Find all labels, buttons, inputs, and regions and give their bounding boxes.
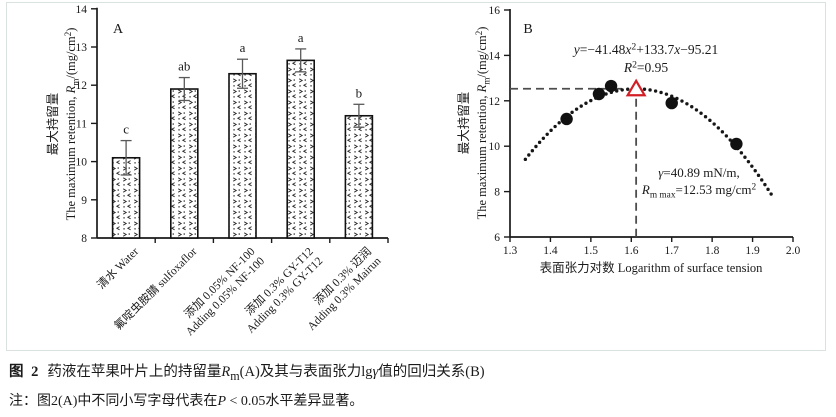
a-y-tick-label: 14: [76, 4, 88, 16]
significance-letter: a: [240, 40, 246, 55]
a-y-tick-label: 13: [76, 42, 88, 54]
figure-caption: 图 2 药液在苹果叶片上的持留量Rm(A)及其与表面张力lgγ值的回归关系(B): [9, 363, 485, 384]
a-y-tick-label: 12: [76, 80, 88, 92]
bar-3: [286, 59, 316, 239]
b-y-label-cn: 最大持留量: [456, 92, 471, 155]
b-y-label-en: The maximum retention, Rm/(mg/cm2): [474, 27, 491, 220]
annotation-gamma: γ=40.89 mN/m,: [658, 165, 739, 180]
caption-text: 药液在苹果叶片上的持留量Rm(A)及其与表面张力lgγ值的回归关系(B): [47, 364, 485, 383]
b-x-tick-label: 1.6: [624, 245, 639, 257]
panel-label-b: B: [523, 22, 532, 37]
data-point: [592, 87, 606, 101]
b-x-tick-label: 1.3: [503, 245, 518, 257]
peak-marker-triangle: [625, 78, 647, 97]
data-point: [560, 112, 573, 126]
data-point: [604, 79, 618, 93]
significance-letter: b: [356, 85, 363, 100]
data-point: [665, 96, 678, 110]
b-y-tick-label: 12: [489, 96, 501, 108]
b-y-tick-label: 14: [489, 50, 501, 62]
a-y-tick-label: 11: [76, 118, 87, 130]
a-y-label-en: The maximum retention, Rm/(mg/cm2): [63, 28, 80, 221]
a-y-tick-label: 10: [76, 157, 88, 169]
a-y-label-cn: 最大持留量: [45, 93, 60, 156]
bar-4: [344, 114, 374, 239]
significance-letter: c: [123, 122, 129, 137]
b-x-tick-label: 1.4: [543, 245, 558, 257]
panel-label-a: A: [113, 22, 124, 37]
b-y-tick-label: 8: [494, 187, 500, 199]
figure-note: 注：图2(A)中不同小写字母代表在P < 0.05水平差异显著。: [9, 394, 364, 409]
significance-letter: a: [298, 30, 304, 45]
b-x-tick-label: 2.0: [786, 245, 801, 257]
b-y-tick-label: 6: [494, 232, 500, 244]
a-y-tick-label: 9: [81, 195, 87, 207]
b-x-tick-label: 1.8: [705, 245, 720, 257]
a-y-tick-label: 8: [81, 233, 87, 245]
b-y-tick-label: 16: [489, 5, 501, 17]
b-x-tick-label: 1.7: [665, 245, 680, 257]
annotation-rmax: Rm max=12.53 mg/cm2: [641, 182, 757, 200]
figure-number: 图 2: [9, 364, 41, 380]
b-x-label: 表面张力对数 Logarithm of surface tension: [540, 260, 764, 275]
b-x-tick-label: 1.9: [745, 245, 760, 257]
significance-letter: ab: [178, 59, 190, 74]
data-point: [730, 137, 743, 151]
b-y-tick-label: 10: [489, 141, 501, 153]
regression-equation: y=−41.48x2+133.7x−95.21: [572, 42, 718, 57]
scatter-chart-panel-b: 1.3 1.4 1.5 1.6 1.7 1.8 1.9 2.0 6 8 10 12 14 16 y=−41.…: [456, 5, 801, 275]
bar-2: [228, 72, 257, 239]
figure-panel: [6, 2, 826, 351]
r-squared: R2=0.95: [623, 60, 669, 75]
b-x-tick-label: 1.5: [584, 245, 599, 257]
a-category-label: 清水 Water: [95, 245, 142, 292]
bar-1: [170, 88, 199, 239]
